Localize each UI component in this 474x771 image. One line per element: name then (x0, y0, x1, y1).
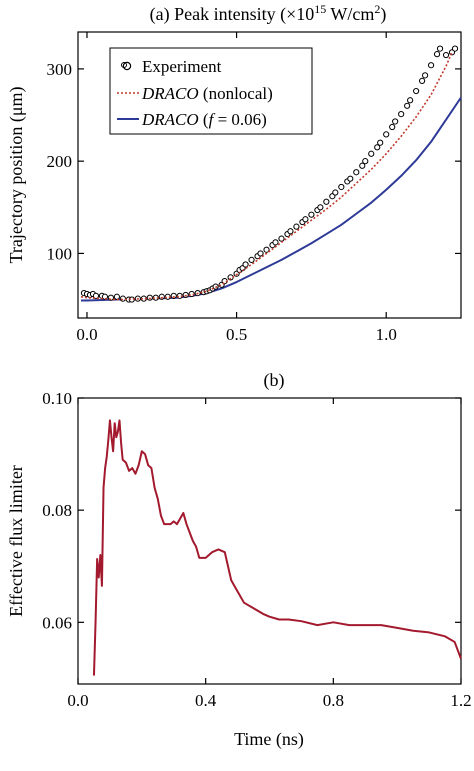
experiment-data-point (404, 102, 411, 109)
series-line-0-2 (80, 51, 453, 301)
experiment-data-point (287, 228, 294, 235)
x-tick-label: 1.0 (376, 325, 397, 344)
experiment-data-point (451, 45, 459, 52)
panel-b-title: (b) (264, 370, 285, 391)
experiment-data-point (347, 175, 354, 182)
panel-b-series (92, 419, 462, 676)
panel-b-x-axis-title: Time (ns) (234, 729, 304, 750)
legend-entry-draco-nonlocal: DRACO (nonlocal) (117, 84, 273, 103)
y-tick-label: 0.08 (42, 501, 72, 520)
legend-marker-open-circle (121, 62, 127, 68)
experiment-data-point (413, 87, 420, 95)
experiment-data-point (353, 169, 360, 176)
experiment-data-point (170, 292, 177, 299)
experiment-data-point (308, 211, 315, 218)
x-tick-label: 0.0 (67, 691, 88, 710)
panel-a-legend: Experiment DRACO (nonlocal) DRACO (f = 0… (109, 47, 313, 135)
y-tick-label: 300 (47, 60, 73, 79)
experiment-data-point (332, 189, 339, 196)
panel-b-flux-limiter-chart: (b) Effective flux limiter Time (ns) 0.0… (6, 370, 472, 750)
experiment-data-point (427, 62, 435, 69)
experiment-data-point (398, 111, 405, 118)
legend-label-draco-f: DRACO (f = 0.06) (141, 110, 267, 129)
experiment-data-point (263, 246, 270, 253)
experiment-data-point (383, 131, 390, 138)
experiment-data-point (317, 204, 324, 211)
experiment-data-point (436, 45, 444, 52)
experiment-data-point (392, 118, 399, 125)
panel-b-plot-frame (77, 397, 462, 685)
experiment-data-point (389, 123, 396, 131)
legend-marker-open-circle (122, 61, 132, 71)
experiment-data-point (293, 223, 300, 230)
experiment-data-point (158, 293, 165, 300)
experiment-data-point (359, 162, 366, 169)
experiment-data-point (92, 292, 100, 299)
legend-label-draco-nonlocal: DRACO (nonlocal) (141, 84, 273, 103)
experiment-data-point (377, 139, 384, 146)
experiment-data-point (442, 51, 450, 59)
panel-a-x-ticks: 0.0 0.5 1.0 (76, 32, 397, 344)
x-tick-label: 0.5 (226, 325, 247, 344)
experiment-data-point (362, 158, 369, 165)
experiment-data-point (302, 216, 309, 223)
experiment-data-point (338, 183, 345, 191)
experiment-data-point (278, 235, 285, 242)
y-tick-label: 200 (47, 152, 73, 171)
panel-b-y-ticks: 0.06 0.08 0.10 (42, 389, 461, 632)
x-tick-label: 0.8 (323, 691, 344, 710)
experiment-data-point (407, 97, 414, 104)
experiment-data-point (368, 150, 375, 157)
panel-b-x-ticks: 0.0 0.4 0.8 1.2 (67, 398, 472, 710)
experiment-data-point (323, 198, 330, 205)
series-line-1-0 (92, 419, 462, 676)
experiment-data-point (272, 239, 279, 246)
x-tick-label: 1.2 (450, 691, 471, 710)
legend-label-experiment: Experiment (142, 57, 222, 76)
x-tick-label: 0.0 (76, 325, 97, 344)
legend-entry-draco-f: DRACO (f = 0.06) (117, 110, 267, 129)
experiment-data-point (374, 144, 381, 151)
experiment-data-point (433, 51, 441, 58)
panel-a-y-ticks: 100 200 300 (47, 60, 461, 263)
y-tick-label: 0.06 (42, 613, 72, 632)
experiment-data-point (257, 250, 264, 257)
panel-a-trajectory-chart: (a) Peak intensity (×1015 W/cm2) Traject… (6, 2, 462, 344)
legend-entry-experiment: Experiment (121, 57, 222, 76)
y-tick-label: 100 (47, 244, 73, 263)
experiment-data-point (242, 261, 249, 268)
panel-a-series (80, 45, 462, 303)
x-tick-label: 0.4 (195, 691, 217, 710)
experiment-data-point (421, 72, 429, 79)
panel-a-title: (a) Peak intensity (×1015 W/cm2) (150, 2, 387, 25)
legend-box (109, 47, 313, 135)
experiment-data-point (248, 256, 255, 263)
panel-b-y-axis-title: Effective flux limiter (6, 465, 26, 617)
panel-a-y-axis-title: Trajectory position (μm) (6, 87, 27, 264)
experiment-data-point (419, 77, 426, 85)
y-tick-label: 0.10 (42, 389, 72, 408)
experiment-data-point (113, 293, 121, 300)
panel-a-plot-frame (77, 31, 462, 319)
